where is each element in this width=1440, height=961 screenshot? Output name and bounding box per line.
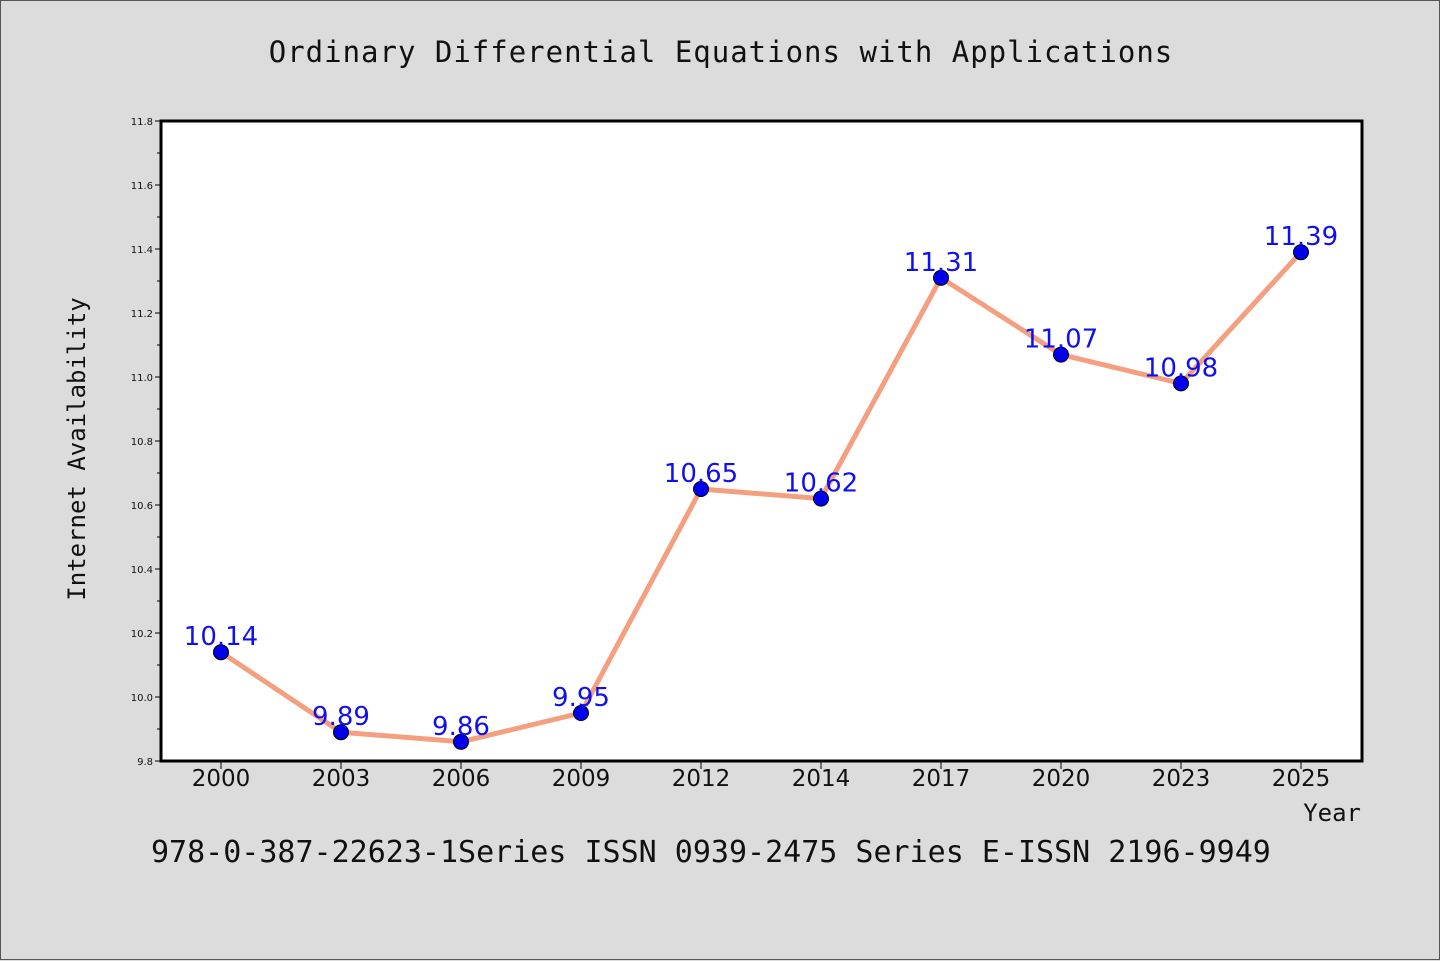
- data-label: 10.62: [784, 469, 858, 499]
- x-tick-label: 2023: [1152, 766, 1211, 792]
- x-axis: 2000 2003 2006 2009 2012 2014 2017 2020 2023 2025: [192, 761, 1331, 792]
- data-point: [453, 733, 469, 750]
- x-tick-label: 2000: [192, 766, 251, 792]
- data-label: 10.98: [1144, 353, 1218, 383]
- data-point: [813, 490, 829, 507]
- data-label: 10.14: [184, 622, 258, 652]
- data-point: [213, 644, 229, 661]
- data-label: 9.89: [312, 702, 370, 732]
- plot-frame: [159, 119, 1364, 763]
- y-tick-label: 11.2: [131, 309, 153, 320]
- y-tick-label: 10.0: [131, 693, 153, 704]
- y-tick-label: 9.8: [137, 757, 153, 768]
- y-tick-label: 10.8: [131, 437, 153, 448]
- data-point: [1293, 244, 1309, 261]
- y-tick-label: 10.4: [131, 565, 153, 576]
- x-tick-label: 2012: [672, 766, 731, 792]
- x-tick-label: 2025: [1272, 766, 1331, 792]
- series-line: [219, 250, 1303, 745]
- data-point: [1053, 346, 1069, 363]
- y-tick-label: 11.6: [131, 181, 153, 192]
- y-tick-label: 11.0: [131, 373, 153, 384]
- data-label: 10.65: [664, 459, 738, 489]
- x-tick-label: 2009: [552, 766, 611, 792]
- data-point: [333, 724, 349, 741]
- x-tick-label: 2020: [1032, 766, 1091, 792]
- x-tick-label: 2006: [432, 766, 491, 792]
- y-tick-label: 10.6: [131, 501, 153, 512]
- y-tick-label: 11.8: [131, 117, 153, 128]
- y-axis: 9.8 10.0 10.2 10.4 10.6 10.8 11.0 11.2 11.4 11.6 1…: [131, 117, 161, 768]
- data-point: [573, 705, 589, 721]
- y-tick-label: 10.2: [131, 629, 153, 640]
- x-axis-label: Year: [1303, 799, 1361, 827]
- x-tick-label: 2003: [312, 766, 371, 792]
- data-label: 9.95: [552, 683, 610, 713]
- y-tick-label: 11.4: [131, 245, 153, 256]
- data-label: 11.07: [1024, 325, 1098, 355]
- series-isbn-footer: 978-0-387-22623-1Series ISSN 0939-2475 S…: [151, 835, 1271, 870]
- data-label: 11.39: [1264, 222, 1338, 252]
- data-label: 9.86: [432, 712, 490, 742]
- x-tick-label: 2014: [792, 766, 851, 792]
- data-point: [1173, 375, 1189, 392]
- y-axis-label: Internet Availability: [63, 297, 91, 600]
- data-label: 11.31: [904, 248, 978, 278]
- data-point: [933, 269, 949, 286]
- plot-area: [161, 121, 1362, 761]
- series-line-group: 10.14 9.89 9.86 9.95 10.65 10.62 11.31 11.07 10.…: [184, 222, 1338, 750]
- data-point: [693, 481, 709, 497]
- chart-title: Ordinary Differential Equations with App…: [268, 35, 1174, 69]
- x-tick-label: 2017: [912, 766, 971, 792]
